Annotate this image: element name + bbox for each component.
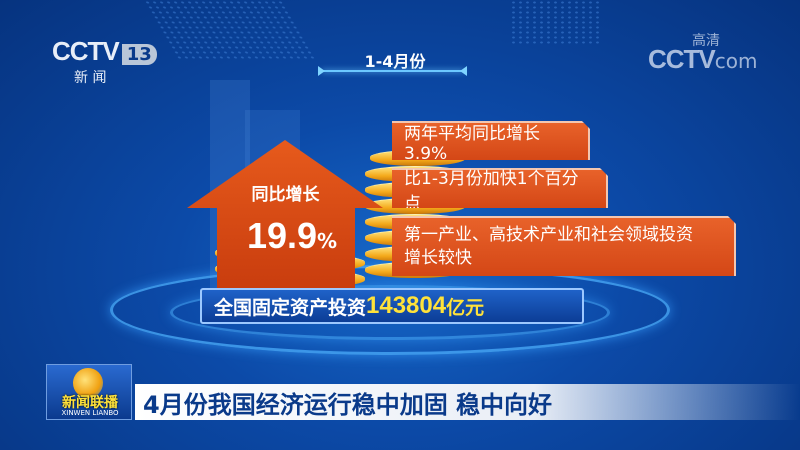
investment-unit: 亿元 (446, 296, 485, 319)
cctv13-logo: CCTV 13 新 闻 (52, 36, 157, 87)
program-pinyin: XINWEN LIANBO (61, 409, 119, 417)
background-dots (510, 0, 600, 45)
program-logo: 新闻联播 XINWEN LIANBO (46, 364, 132, 420)
callout-text: 第一产业、高技术产业和社会领域投资增长较快 (404, 225, 693, 268)
callout-text: 两年平均同比增长3.9% (404, 124, 540, 164)
watermark-brand: CCTV (648, 44, 716, 74)
growth-unit: % (317, 229, 338, 253)
headline-bar: 4月份我国经济运行稳中加固 稳中向好 (135, 384, 800, 420)
callout-two-year-average: 两年平均同比增长3.9% (392, 121, 590, 160)
left-arrow-marker-icon (318, 66, 325, 76)
growth-number: 19.9 (246, 215, 318, 256)
callout-sectors: 第一产业、高技术产业和社会领域投资增长较快 (392, 216, 736, 276)
headline-text: 4月份我国经济运行稳中加固 稳中向好 (143, 390, 553, 419)
callout-acceleration: 比1-3月份加快1个百分点 (392, 168, 608, 208)
right-arrow-marker-icon (460, 66, 467, 76)
cctv-com-watermark: 高清 CCTVcom (648, 33, 758, 75)
logo-number: 13 (121, 44, 157, 65)
up-arrow-icon (187, 140, 383, 288)
logo-channel-name: 新 闻 (74, 70, 107, 86)
hd-badge: 高清 (692, 33, 720, 49)
logo-brand: CCTV (52, 36, 120, 66)
background-dots (142, 0, 318, 60)
program-name: 新闻联播 (62, 395, 118, 411)
globe-icon (73, 368, 103, 398)
period-underline (322, 70, 464, 72)
period-label: 1-4月份 (364, 52, 426, 71)
investment-value: 143804 (366, 292, 447, 319)
callout-text: 比1-3月份加快1个百分点 (404, 169, 579, 214)
growth-value: 19.9% (217, 215, 367, 257)
investment-total-box: 全国固定资产投资 143804 亿元 (200, 288, 584, 324)
investment-label: 全国固定资产投资 (214, 296, 367, 319)
watermark-suffix: com (714, 49, 758, 73)
platform-ring-inner (170, 285, 610, 340)
growth-label: 同比增长 (251, 185, 320, 205)
